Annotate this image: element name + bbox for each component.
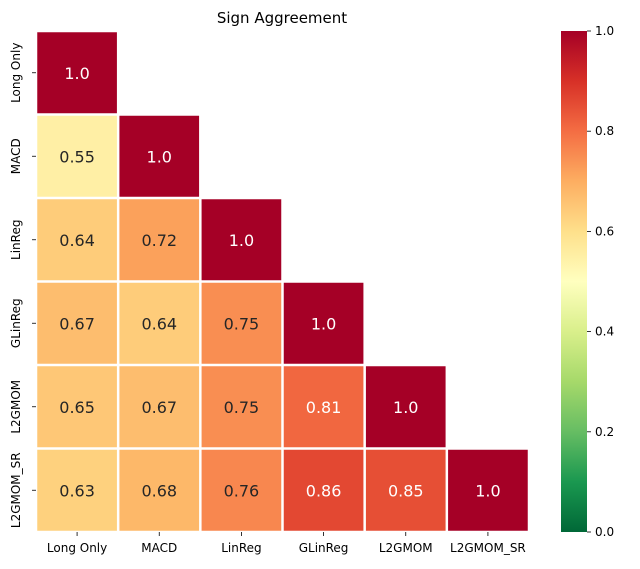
heatmap-cell-4-3 bbox=[283, 366, 364, 448]
cell-value-label-5-5: 1.0 bbox=[475, 481, 500, 500]
y-tick-label-2: LinReg bbox=[9, 220, 23, 260]
colorbar-tick-label-1: 0.2 bbox=[595, 425, 614, 439]
cell-value-label-2-1: 0.72 bbox=[141, 231, 177, 250]
y-tick-label-3: GLinReg bbox=[9, 298, 23, 348]
chart-title: Sign Aggreement bbox=[217, 9, 347, 27]
heatmap-cell-5-0 bbox=[37, 449, 117, 531]
cell-value-label-4-0: 0.65 bbox=[59, 398, 95, 417]
cell-value-label-2-2: 1.0 bbox=[229, 231, 254, 250]
cell-value-label-1-0: 0.55 bbox=[59, 147, 95, 166]
heatmap-cell-3-2 bbox=[201, 282, 282, 364]
cell-value-label-1-1: 1.0 bbox=[147, 147, 172, 166]
heatmap-cell-3-0 bbox=[37, 282, 117, 364]
heatmap-cell-2-0 bbox=[37, 199, 117, 281]
cell-value-label-3-2: 0.75 bbox=[224, 314, 260, 333]
heatmap-cell-1-0 bbox=[37, 115, 117, 197]
cell-value-label-5-1: 0.68 bbox=[141, 481, 177, 500]
cell-value-label-5-4: 0.85 bbox=[388, 481, 424, 500]
y-tick-label-0: Long Only bbox=[9, 43, 23, 103]
heatmap-cell-4-4 bbox=[365, 366, 446, 448]
heatmap-cell-3-1 bbox=[119, 282, 200, 364]
cell-value-label-5-3: 0.86 bbox=[306, 481, 342, 500]
heatmap-cell-5-4 bbox=[365, 449, 446, 531]
cell-value-label-3-0: 0.67 bbox=[59, 314, 95, 333]
colorbar bbox=[561, 31, 587, 532]
colorbar-tick-label-4: 0.8 bbox=[595, 124, 614, 138]
x-tick-label-1: MACD bbox=[141, 541, 177, 555]
x-tick-label-5: L2GMOM_SR bbox=[450, 541, 526, 555]
cell-value-label-4-1: 0.67 bbox=[141, 398, 177, 417]
cell-value-label-5-0: 0.63 bbox=[59, 481, 95, 500]
heatmap-cell-5-1 bbox=[119, 449, 200, 531]
colorbar-tick-label-5: 1.0 bbox=[595, 24, 614, 38]
x-tick-label-0: Long Only bbox=[47, 541, 107, 555]
y-tick-label-1: MACD bbox=[9, 138, 23, 174]
x-tick-label-4: L2GMOM bbox=[379, 541, 433, 555]
heatmap-cell-5-5 bbox=[448, 449, 528, 531]
heatmap-cell-4-0 bbox=[37, 366, 117, 448]
cell-value-label-4-2: 0.75 bbox=[224, 398, 260, 417]
heatmap-cells: 1.0 0.55 1.0 0.64 0.72 1.0 0.67 0.64 0.75 1.0 0.65… bbox=[37, 32, 528, 531]
heatmap-cell-5-3 bbox=[283, 449, 364, 531]
heatmap-cell-4-2 bbox=[201, 366, 282, 448]
heatmap-cell-2-2 bbox=[201, 199, 282, 281]
colorbar-ticks: 0.0 0.2 0.4 0.6 0.8 1.0 bbox=[587, 24, 614, 539]
cell-value-label-3-3: 1.0 bbox=[311, 314, 336, 333]
heatmap-cell-0-0 bbox=[37, 32, 117, 114]
y-tick-label-4: L2GMOM bbox=[9, 380, 23, 434]
heatmap-cell-2-1 bbox=[119, 199, 200, 281]
colorbar-tick-label-0: 0.0 bbox=[595, 525, 614, 539]
heatmap-cell-4-1 bbox=[119, 366, 200, 448]
cell-value-label-4-3: 0.81 bbox=[306, 398, 342, 417]
heatmap-cell-3-3 bbox=[283, 282, 364, 364]
cell-value-label-4-4: 1.0 bbox=[393, 398, 418, 417]
x-tick-label-2: LinReg bbox=[221, 541, 261, 555]
colorbar-tick-label-3: 0.6 bbox=[595, 224, 614, 238]
cell-value-label-2-0: 0.64 bbox=[59, 231, 95, 250]
heatmap-cell-1-1 bbox=[119, 115, 200, 197]
cell-value-label-5-2: 0.76 bbox=[224, 481, 260, 500]
x-tick-label-3: GLinReg bbox=[299, 541, 349, 555]
cell-value-label-3-1: 0.64 bbox=[141, 314, 177, 333]
y-axis-labels: Long Only MACD LinReg GLinReg L2GMOM L2GMOM_S… bbox=[9, 43, 36, 528]
y-tick-label-5: L2GMOM_SR bbox=[9, 452, 23, 528]
heatmap-cell-5-2 bbox=[201, 449, 282, 531]
x-axis-labels: Long Only MACD LinReg GLinReg L2GMOM L2GMOM_S… bbox=[47, 532, 526, 555]
colorbar-tick-label-2: 0.4 bbox=[595, 325, 614, 339]
cell-value-label-0-0: 1.0 bbox=[64, 64, 89, 83]
